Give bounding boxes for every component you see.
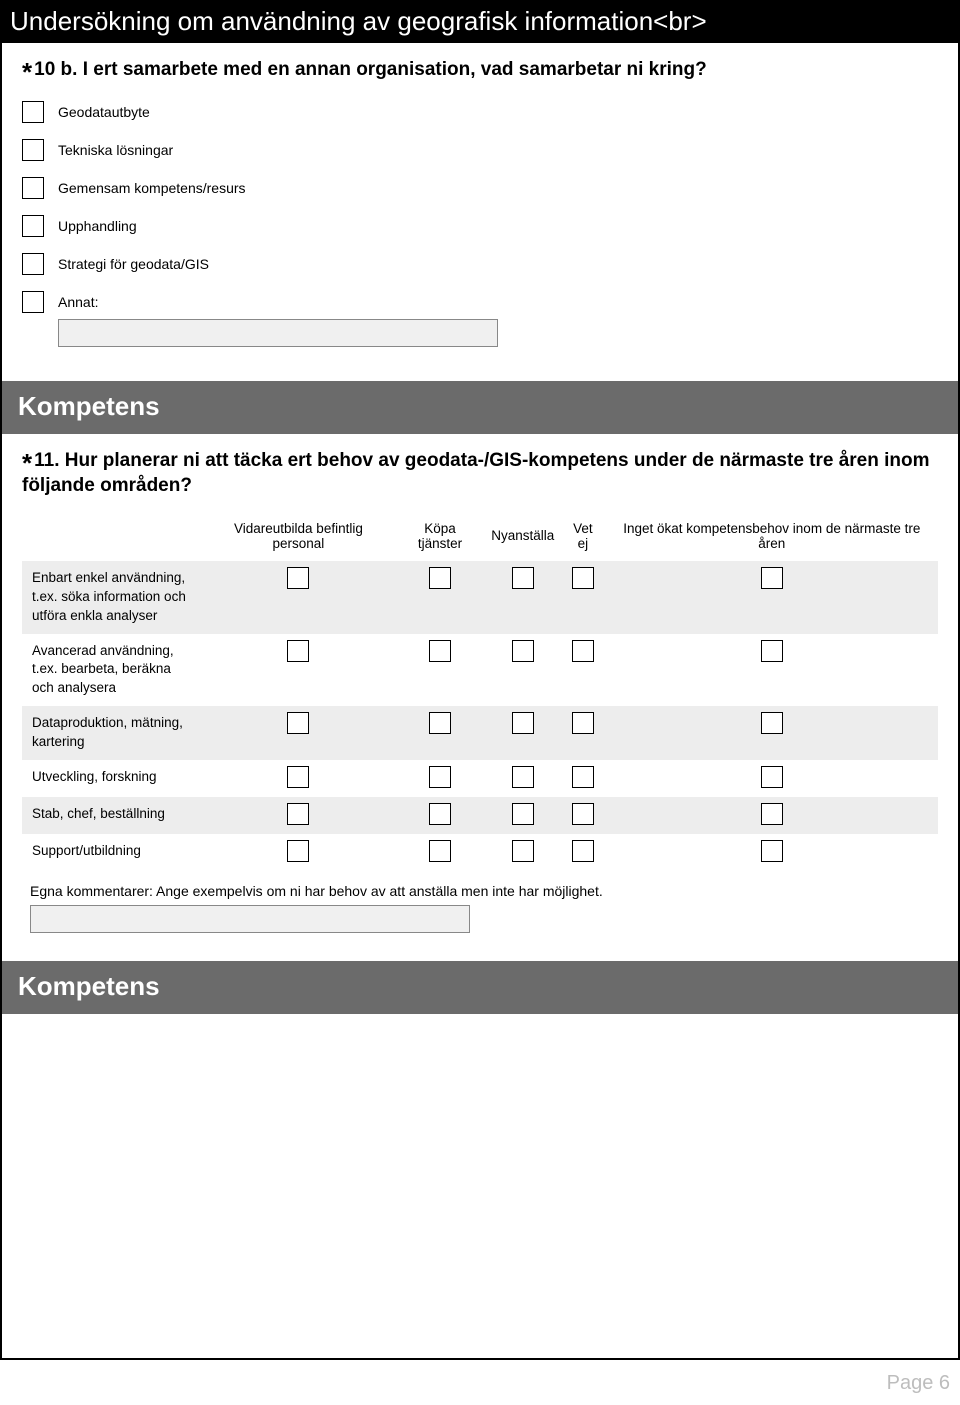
checkbox-label: Annat: (58, 291, 98, 310)
checkbox[interactable] (22, 139, 44, 161)
checkbox-list-10b: Geodatautbyte Tekniska lösningar Gemensa… (22, 101, 938, 347)
matrix-col-header: Nyanställa (485, 517, 560, 561)
matrix-checkbox[interactable] (572, 840, 594, 862)
matrix-row-label: Utveckling, forskning (22, 760, 202, 797)
matrix-row-label: Dataproduktion, mätning, kartering (22, 706, 202, 760)
matrix-checkbox[interactable] (287, 567, 309, 589)
matrix-checkbox[interactable] (761, 567, 783, 589)
other-text-input[interactable] (58, 319, 498, 347)
matrix-row: Dataproduktion, mätning, kartering (22, 706, 938, 760)
comment-input[interactable] (30, 905, 470, 933)
matrix-row-label: Avancerad användning, t.ex. bearbeta, be… (22, 634, 202, 707)
matrix-col-header: Vet ej (560, 517, 605, 561)
matrix-row-label: Enbart enkel användning, t.ex. söka info… (22, 561, 202, 634)
checkbox-row: Strategi för geodata/GIS (22, 253, 938, 275)
matrix-checkbox[interactable] (429, 712, 451, 734)
section-header-kompetens-1: Kompetens (2, 381, 958, 434)
matrix-checkbox[interactable] (761, 712, 783, 734)
checkbox-row: Geodatautbyte (22, 101, 938, 123)
checkbox-label: Upphandling (58, 215, 137, 234)
matrix-checkbox[interactable] (572, 803, 594, 825)
survey-page: Undersökning om användning av geografisk… (0, 0, 960, 1360)
question-10b-text: I ert samarbete med en annan organisatio… (83, 59, 707, 80)
matrix-checkbox[interactable] (572, 766, 594, 788)
matrix-row: Support/utbildning (22, 834, 938, 871)
checkbox-row: Annat: (22, 291, 938, 313)
matrix-checkbox[interactable] (429, 766, 451, 788)
matrix-row: Enbart enkel användning, t.ex. söka info… (22, 561, 938, 634)
checkbox[interactable] (22, 215, 44, 237)
comment-label: Egna kommentarer: Ange exempelvis om ni … (30, 883, 938, 899)
matrix-row: Utveckling, forskning (22, 760, 938, 797)
required-asterisk: * (22, 448, 32, 478)
matrix-checkbox[interactable] (287, 766, 309, 788)
matrix-checkbox[interactable] (761, 803, 783, 825)
matrix-checkbox[interactable] (287, 840, 309, 862)
matrix-checkbox[interactable] (429, 803, 451, 825)
matrix-checkbox[interactable] (572, 712, 594, 734)
matrix-checkbox[interactable] (512, 712, 534, 734)
matrix-checkbox[interactable] (287, 640, 309, 662)
checkbox-row: Gemensam kompetens/resurs (22, 177, 938, 199)
matrix-col-header: Köpa tjänster (395, 517, 485, 561)
checkbox[interactable] (22, 177, 44, 199)
checkbox[interactable] (22, 291, 44, 313)
matrix-checkbox[interactable] (512, 840, 534, 862)
checkbox-label: Geodatautbyte (58, 101, 150, 120)
matrix-checkbox[interactable] (761, 840, 783, 862)
question-11: *11. Hur planerar ni att täcka ert behov… (2, 434, 958, 961)
checkbox-label: Strategi för geodata/GIS (58, 253, 209, 272)
matrix-checkbox[interactable] (287, 712, 309, 734)
checkbox-label: Tekniska lösningar (58, 139, 173, 158)
matrix-checkbox[interactable] (429, 567, 451, 589)
matrix-checkbox[interactable] (429, 840, 451, 862)
matrix-row-label: Stab, chef, beställning (22, 797, 202, 834)
matrix-col-header: Vidareutbilda befintlig personal (202, 517, 395, 561)
matrix-checkbox[interactable] (512, 803, 534, 825)
matrix-checkbox[interactable] (287, 803, 309, 825)
matrix-checkbox[interactable] (512, 640, 534, 662)
checkbox[interactable] (22, 253, 44, 275)
question-10b: *10 b. I ert samarbete med en annan orga… (2, 43, 958, 357)
page-number: Page 6 (887, 1372, 950, 1395)
required-asterisk: * (22, 57, 32, 87)
question-11-number: 11. (34, 450, 59, 471)
question-11-title: *11. Hur planerar ni att täcka ert behov… (22, 448, 938, 499)
checkbox-row: Tekniska lösningar (22, 139, 938, 161)
matrix-row: Stab, chef, beställning (22, 797, 938, 834)
matrix-rowlabel-head (22, 517, 202, 561)
question-11-text: Hur planerar ni att täcka ert behov av g… (22, 450, 930, 497)
checkbox[interactable] (22, 101, 44, 123)
matrix-table-q11: Vidareutbilda befintlig personal Köpa tj… (22, 517, 938, 871)
checkbox-row: Upphandling (22, 215, 938, 237)
checkbox-label: Gemensam kompetens/resurs (58, 177, 246, 196)
matrix-checkbox[interactable] (761, 766, 783, 788)
page-title: Undersökning om användning av geografisk… (2, 2, 958, 43)
matrix-header-row: Vidareutbilda befintlig personal Köpa tj… (22, 517, 938, 561)
question-10b-title: *10 b. I ert samarbete med en annan orga… (22, 57, 938, 83)
matrix-row: Avancerad användning, t.ex. bearbeta, be… (22, 634, 938, 707)
spacer (2, 357, 958, 381)
matrix-col-header: Inget ökat kompetensbehov inom de närmas… (606, 517, 938, 561)
matrix-checkbox[interactable] (512, 567, 534, 589)
question-10b-number: 10 b. (34, 59, 77, 80)
matrix-checkbox[interactable] (512, 766, 534, 788)
matrix-checkbox[interactable] (429, 640, 451, 662)
matrix-checkbox[interactable] (572, 567, 594, 589)
matrix-row-label: Support/utbildning (22, 834, 202, 871)
matrix-checkbox[interactable] (572, 640, 594, 662)
matrix-checkbox[interactable] (761, 640, 783, 662)
section-header-kompetens-2: Kompetens (2, 961, 958, 1014)
